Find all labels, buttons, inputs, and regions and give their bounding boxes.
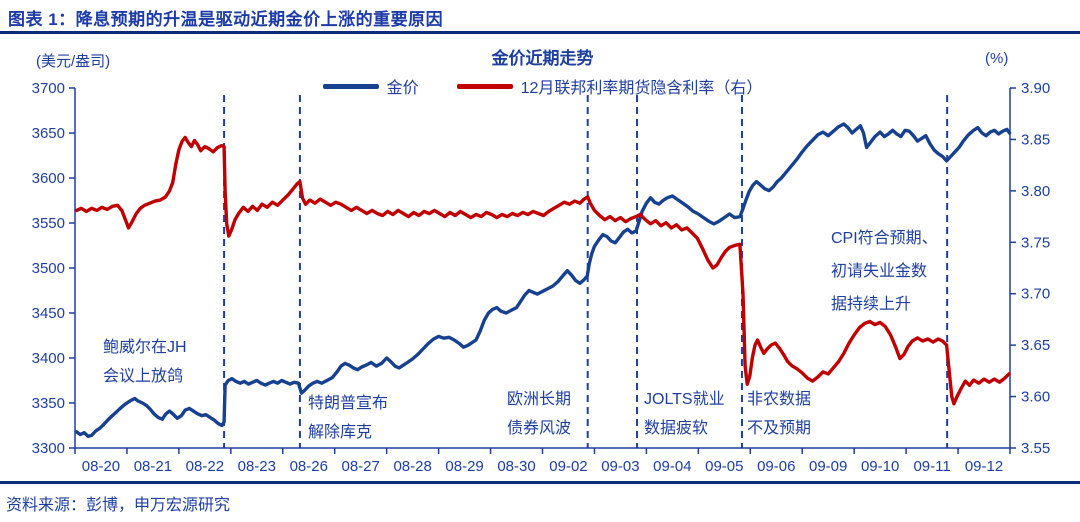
x-axis-tick-label: 08-23 [238,458,276,475]
source-note: 资料来源：彭博，申万宏源研究 [6,497,231,514]
event-annotation-line: 解除库克 [308,424,373,441]
legend-item-implied-rate: 12月联邦利率期货隐含利率（右） [456,74,763,98]
left-axis-tick-label: 3700 [32,80,65,97]
event-annotation-line: 不及预期 [747,420,812,437]
x-axis-tick-label: 08-27 [342,458,380,475]
event-annotation: 非农数据 不及预期 [747,385,811,443]
left-axis-tick-label: 3500 [32,260,65,277]
event-annotation-line: CPI符合预期、 [831,230,938,247]
event-annotation: JOLTS就业 数据疲软 [644,385,725,443]
implied-rate-line [74,135,1011,406]
right-axis-tick-label: 3.70 [1021,286,1050,303]
event-annotation-line: 据持续上升 [831,296,912,313]
event-annotation-line: 特朗普宣布 [308,395,389,412]
event-annotation-line: 债券风波 [507,420,572,437]
legend-label: 12月联邦利率期货隐含利率（右） [520,80,763,97]
event-annotation-line: 鲍威尔在JH [103,339,187,356]
right-axis-tick-label: 3.75 [1021,234,1050,251]
legend-label: 金价 [386,80,419,97]
event-annotation-line: 初请失业金数 [831,263,928,280]
left-axis-tick-label: 3400 [32,350,65,367]
gold-price-line-swatch [322,83,379,89]
right-axis-tick-label: 3.65 [1021,337,1050,354]
x-axis-tick-label: 09-05 [705,458,743,475]
x-axis-tick-label: 09-09 [809,458,847,475]
legend-item-gold-price: 金价 [322,74,419,98]
footer-divider [0,481,1080,484]
event-annotation: CPI符合预期、 初请失业金数 据持续上升 [831,222,938,321]
x-axis-tick-label: 09-02 [549,458,587,475]
x-axis-tick-label: 09-12 [965,458,1003,475]
event-annotation: 鲍威尔在JH 会议上放鸽 [103,333,187,391]
title-underline [0,31,1080,34]
left-axis-tick-label: 3600 [32,170,65,187]
left-axis-tick-label: 3350 [32,395,65,412]
x-axis-tick-label: 08-26 [290,458,328,475]
x-axis-tick-label: 08-20 [82,458,120,475]
right-axis-tick-label: 3.80 [1021,183,1050,200]
x-axis-tick-label: 09-04 [653,458,691,475]
legend: 金价 12月联邦利率期货隐含利率（右） [75,74,1010,98]
event-annotation-line: 会议上放鸽 [103,368,184,385]
right-axis-tick-label: 3.55 [1021,440,1050,457]
x-axis-tick-label: 08-30 [497,458,535,475]
right-axis-unit: (%) [985,50,1009,67]
x-axis-tick-label: 09-11 [913,458,950,475]
x-axis-tick-label: 08-28 [393,458,431,475]
left-axis-tick-label: 3450 [32,305,65,322]
x-axis-tick-label: 08-22 [186,458,224,475]
event-annotation-line: 欧洲长期 [507,391,572,408]
x-axis-tick-label: 09-10 [861,458,899,475]
gold-price-line [74,122,1012,438]
event-annotation: 欧洲长期 债券风波 [507,385,571,443]
event-annotation-line: 数据疲软 [644,420,709,437]
left-axis-tick-label: 3300 [32,440,65,457]
implied-rate-line-swatch [456,83,513,89]
event-annotation-line: 非农数据 [747,391,812,408]
x-axis-tick-label: 08-21 [134,458,172,475]
right-axis-tick-label: 3.85 [1021,131,1050,148]
left-axis-tick-label: 3550 [32,215,65,232]
x-axis-tick-label: 09-03 [601,458,639,475]
left-axis-tick-label: 3650 [32,125,65,142]
event-annotation-line: JOLTS就业 [644,391,725,408]
figure-title: 图表 1：降息预期的升温是驱动近期金价上涨的重要原因 [8,10,444,29]
left-axis-unit: (美元/盎司) [36,53,111,70]
chart-title: 金价近期走势 [491,49,594,68]
x-axis-tick-label: 08-29 [445,458,483,475]
x-axis-tick-label: 09-06 [757,458,795,475]
right-axis-tick-label: 3.90 [1021,80,1050,97]
event-annotation: 特朗普宣布 解除库克 [308,389,388,447]
right-axis-tick-label: 3.60 [1021,389,1050,406]
